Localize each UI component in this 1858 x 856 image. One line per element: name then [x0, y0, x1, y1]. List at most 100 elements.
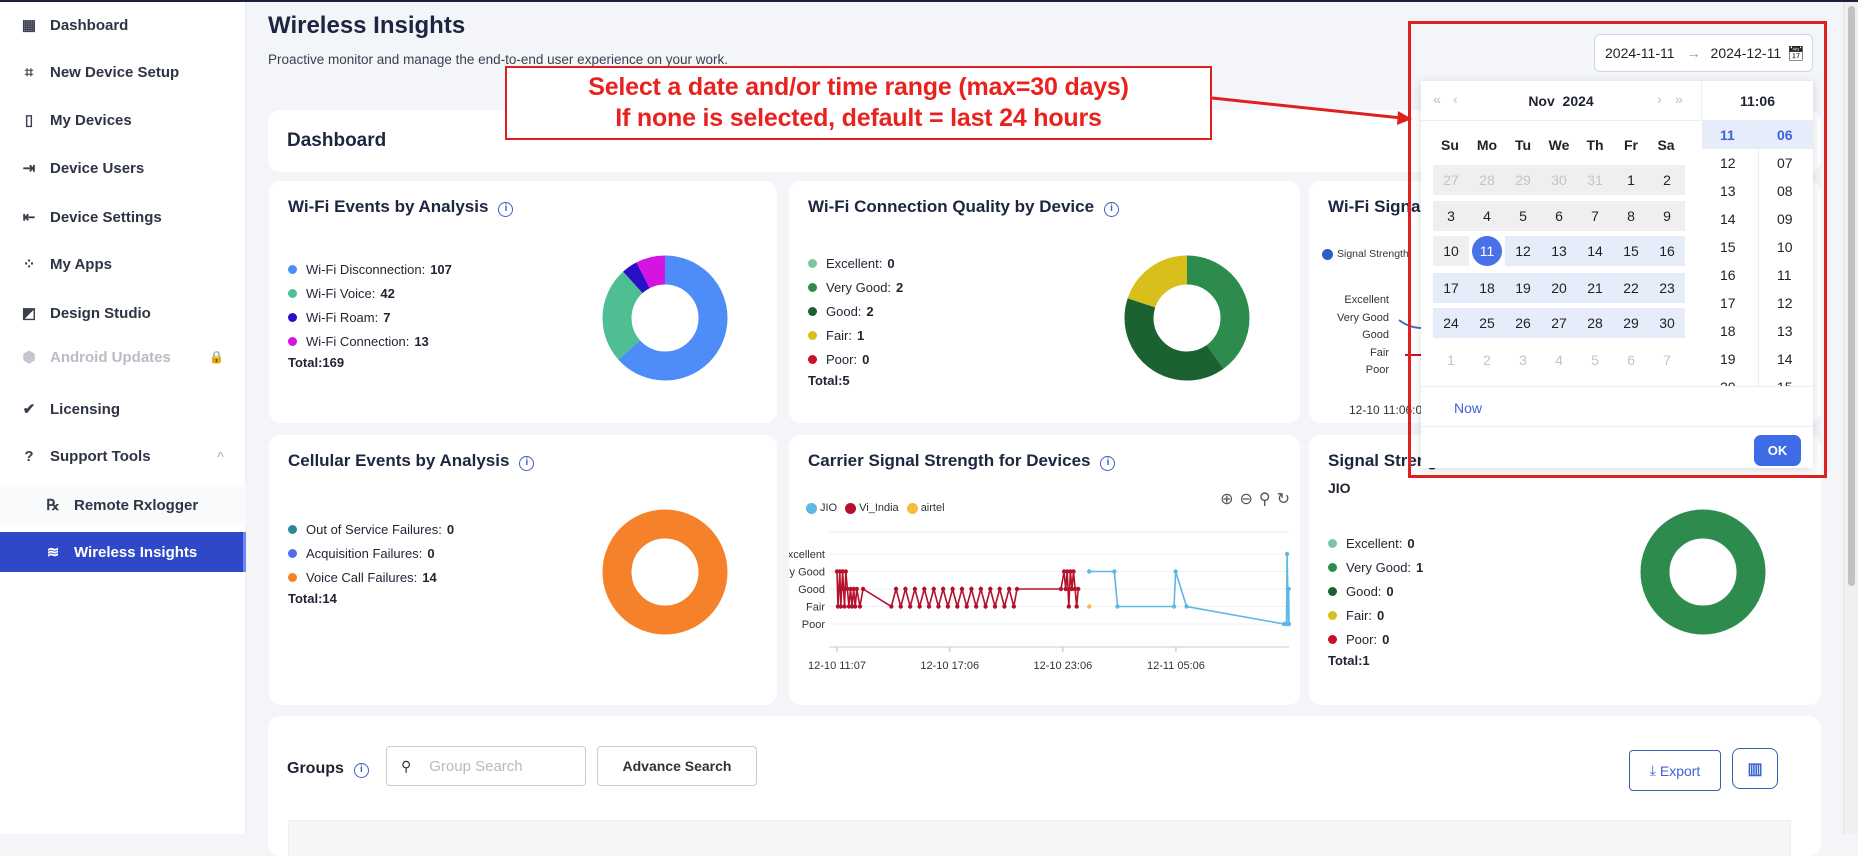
- now-button[interactable]: Now: [1454, 400, 1483, 416]
- next-month-icon[interactable]: ›: [1657, 91, 1662, 107]
- calendar-icon[interactable]: 📅︎: [1787, 44, 1805, 61]
- calendar-day[interactable]: 30: [1649, 308, 1685, 338]
- calendar-day[interactable]: 29: [1505, 165, 1541, 195]
- sidebar-item-android-updates[interactable]: ⬢ Android Updates 🔒: [0, 337, 246, 377]
- sidebar-item-my-devices[interactable]: ▯ My Devices: [0, 100, 246, 140]
- calendar-day[interactable]: 2: [1469, 345, 1505, 375]
- scrollbar-thumb[interactable]: [1848, 6, 1855, 586]
- legend-item[interactable]: Poor: 0: [1328, 627, 1423, 651]
- sidebar-item-dashboard[interactable]: ▦ Dashboard: [0, 5, 246, 45]
- legend-item[interactable]: Wi-Fi Disconnection: 107: [288, 257, 452, 281]
- calendar-day[interactable]: 26: [1505, 308, 1541, 338]
- legend-item[interactable]: Voice Call Failures: 14: [288, 565, 454, 589]
- sidebar-item-my-apps[interactable]: ⁘ My Apps: [0, 244, 246, 284]
- prev-year-icon[interactable]: «: [1433, 91, 1441, 107]
- legend-item[interactable]: Very Good: 2: [808, 275, 903, 299]
- calendar-day[interactable]: 22: [1613, 273, 1649, 303]
- legend-item[interactable]: Fair: 0: [1328, 603, 1423, 627]
- group-search-input[interactable]: ⚲ Group Search: [386, 746, 586, 786]
- minute-column[interactable]: 06 07 08 09 10 11 12 13 14 15: [1758, 121, 1813, 387]
- calendar-day[interactable]: 5: [1577, 345, 1613, 375]
- data-point[interactable]: [853, 604, 858, 609]
- legend-item[interactable]: Wi-Fi Connection: 13: [288, 329, 452, 353]
- data-point[interactable]: [955, 604, 960, 609]
- calendar-day[interactable]: 15: [1613, 236, 1649, 266]
- data-point[interactable]: [854, 586, 859, 592]
- data-point[interactable]: [922, 586, 927, 592]
- sidebar-item-device-settings[interactable]: ⇤ Device Settings: [0, 197, 246, 237]
- data-point[interactable]: [843, 569, 848, 574]
- data-point[interactable]: [1286, 621, 1292, 627]
- legend-item[interactable]: Vi_India: [845, 502, 899, 514]
- data-point[interactable]: [848, 586, 853, 592]
- data-point[interactable]: [964, 604, 969, 609]
- minute-option[interactable]: 07: [1777, 155, 1793, 171]
- donut-slice[interactable]: [1640, 509, 1766, 635]
- calendar-day[interactable]: 31: [1577, 165, 1613, 195]
- calendar-day[interactable]: 7: [1577, 201, 1613, 231]
- calendar-day[interactable]: 18: [1469, 273, 1505, 303]
- chevron-up-icon[interactable]: ^: [216, 449, 224, 463]
- calendar-day[interactable]: 4: [1541, 345, 1577, 375]
- month-year-label[interactable]: Nov 2024: [1528, 92, 1594, 109]
- data-point[interactable]: [1006, 586, 1012, 592]
- calendar-day[interactable]: 12: [1505, 236, 1541, 266]
- data-point[interactable]: [926, 604, 932, 609]
- calendar-day[interactable]: 30: [1541, 165, 1577, 195]
- legend-item[interactable]: Poor: 0: [808, 347, 903, 371]
- donut-slice[interactable]: [1124, 255, 1250, 381]
- sidebar-item-new-device-setup[interactable]: ⌗ New Device Setup: [0, 52, 246, 92]
- calendar-day[interactable]: 3: [1433, 201, 1469, 231]
- hour-option[interactable]: 11: [1702, 121, 1758, 149]
- data-point[interactable]: [1066, 604, 1072, 609]
- data-point[interactable]: [1014, 586, 1020, 592]
- page-scrollbar[interactable]: [1843, 2, 1858, 834]
- hour-option[interactable]: 18: [1720, 323, 1736, 339]
- data-point[interactable]: [973, 604, 979, 609]
- minute-option[interactable]: 12: [1777, 295, 1793, 311]
- calendar-day[interactable]: 17: [1433, 273, 1469, 303]
- data-point[interactable]: [1112, 569, 1117, 574]
- info-icon[interactable]: i: [498, 202, 514, 217]
- calendar-day[interactable]: 7: [1649, 345, 1685, 375]
- calendar-day[interactable]: 27: [1433, 165, 1469, 195]
- next-year-icon[interactable]: »: [1675, 91, 1683, 107]
- calendar-day[interactable]: 4: [1469, 201, 1505, 231]
- donut-slice[interactable]: [1124, 255, 1250, 381]
- hour-option[interactable]: 15: [1720, 239, 1736, 255]
- sidebar-item-support-tools[interactable]: ? Support Tools ^: [0, 436, 246, 476]
- minute-option[interactable]: 13: [1777, 323, 1793, 339]
- calendar-day[interactable]: 23: [1649, 273, 1685, 303]
- calendar-day[interactable]: 21: [1577, 273, 1613, 303]
- data-point[interactable]: [898, 604, 903, 609]
- legend-item[interactable]: Wi-Fi Roam: 7: [288, 305, 452, 329]
- calendar-day[interactable]: 20: [1541, 273, 1577, 303]
- minute-option[interactable]: 10: [1777, 239, 1793, 255]
- minute-option[interactable]: 11: [1777, 267, 1792, 283]
- data-point[interactable]: [846, 604, 852, 609]
- legend-item[interactable]: Fair: 1: [808, 323, 903, 347]
- data-point[interactable]: [1071, 569, 1076, 574]
- column-settings-button[interactable]: ▥: [1732, 748, 1778, 789]
- data-point[interactable]: [860, 586, 866, 592]
- data-point[interactable]: [1074, 604, 1079, 609]
- info-icon[interactable]: i: [353, 763, 369, 778]
- data-point[interactable]: [840, 569, 845, 574]
- data-point[interactable]: [893, 586, 899, 592]
- calendar-day[interactable]: 14: [1577, 236, 1613, 266]
- hour-column[interactable]: 11 12 13 14 15 16 17 18 19 20: [1702, 121, 1758, 387]
- info-icon[interactable]: i: [1104, 202, 1120, 217]
- sidebar-item-design-studio[interactable]: ◩ Design Studio: [0, 293, 246, 333]
- data-point[interactable]: [1063, 586, 1068, 592]
- data-point[interactable]: [889, 604, 894, 609]
- legend-item[interactable]: airtel: [906, 502, 945, 514]
- data-point[interactable]: [907, 604, 913, 609]
- calendar-day[interactable]: 5: [1505, 201, 1541, 231]
- zoom-select-icon[interactable]: ⚲: [1258, 491, 1271, 508]
- data-point[interactable]: [1173, 569, 1178, 574]
- data-point[interactable]: [940, 586, 946, 592]
- data-point[interactable]: [1115, 604, 1120, 609]
- export-button[interactable]: ⤓ Export: [1629, 750, 1721, 791]
- data-point[interactable]: [936, 604, 941, 609]
- calendar-day[interactable]: 11: [1469, 236, 1505, 266]
